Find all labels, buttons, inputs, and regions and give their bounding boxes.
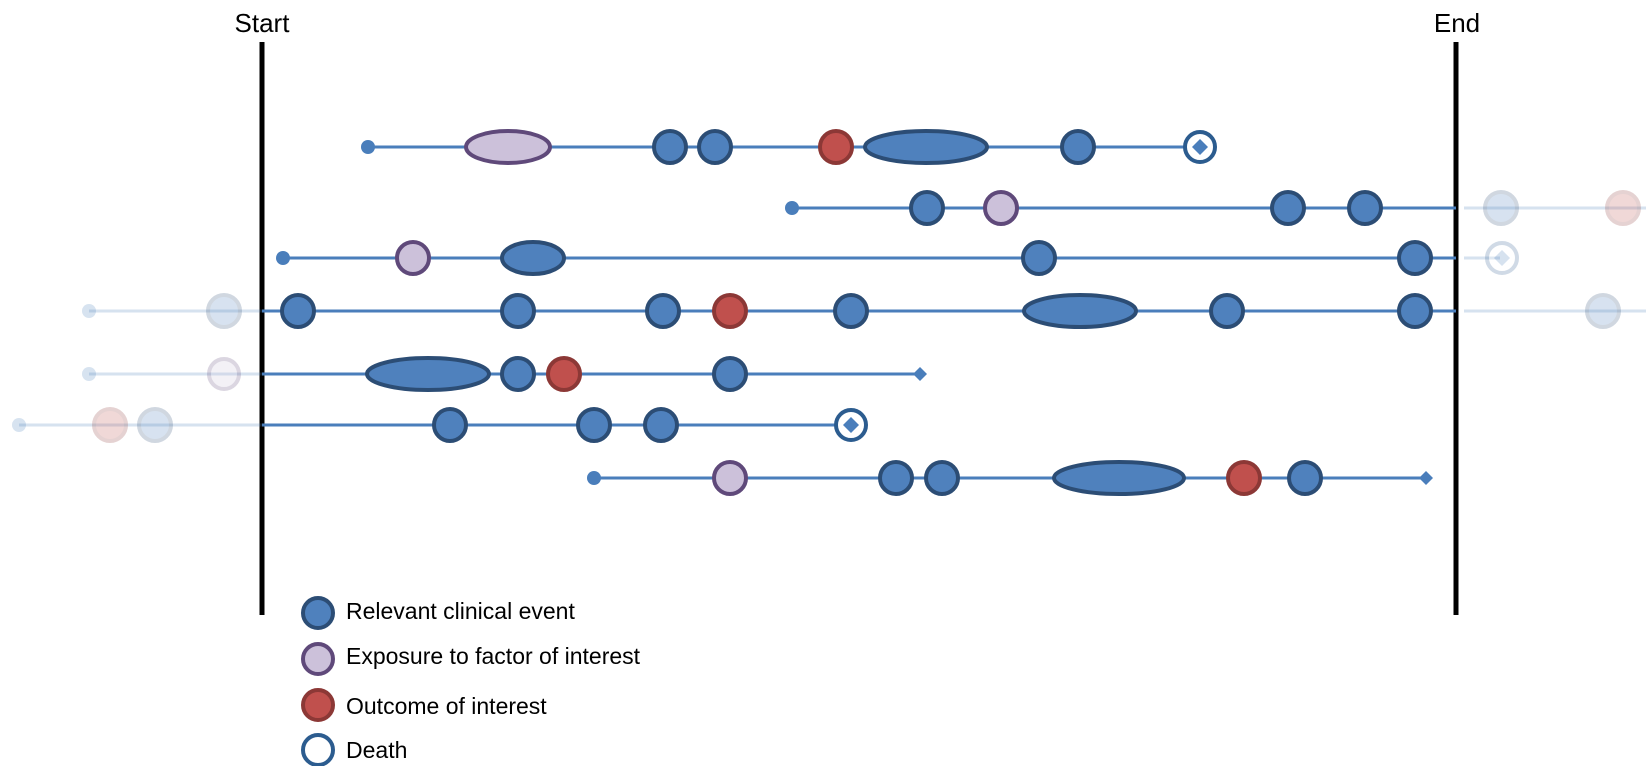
clinical-event-marker (1021, 240, 1057, 276)
patient-timeline-5 (82, 356, 927, 392)
clinical-episode-marker (1022, 293, 1138, 329)
outcome-marker (712, 293, 748, 329)
clinical-episode-marker (1052, 460, 1186, 496)
end-diamond-marker (913, 367, 927, 381)
timeline-start-dot (361, 140, 375, 154)
death-diamond (843, 417, 859, 433)
legend-item-clinical: Relevant clinical event (301, 596, 575, 630)
patient-timeline-3 (276, 240, 1519, 276)
clinical-event-marker (833, 293, 869, 329)
clinical-event-marker (1287, 460, 1323, 496)
clinical-event-marker (576, 407, 612, 443)
clinical-event-marker (878, 460, 914, 496)
death-marker (1485, 241, 1519, 275)
end-boundary: End (1434, 8, 1480, 615)
clinical-event-marker (652, 129, 688, 165)
patient-timeline-6 (12, 407, 868, 443)
legend: Relevant clinical event Exposure to fact… (301, 596, 641, 766)
clinical-event-marker (697, 129, 733, 165)
clinical-event-marker (909, 190, 945, 226)
clinical-event-marker (1585, 293, 1621, 329)
legend-label-death: Death (346, 737, 407, 763)
legend-item-exposure: Exposure to factor of interest (301, 642, 641, 676)
clinical-event-marker (712, 356, 748, 392)
clinical-episode-marker (500, 240, 566, 276)
clinical-event-icon (301, 596, 335, 630)
death-diamond (1494, 250, 1510, 266)
death-diamond (1192, 139, 1208, 155)
outcome-icon (301, 688, 335, 722)
clinical-event-marker (280, 293, 316, 329)
patient-timeline-2 (785, 190, 1646, 226)
clinical-episode-marker (863, 129, 989, 165)
death-marker (1183, 130, 1217, 164)
legend-label-exposure: Exposure to factor of interest (346, 643, 641, 669)
clinical-episode-marker (365, 356, 491, 392)
timeline-start-dot (276, 251, 290, 265)
outcome-marker (1226, 460, 1262, 496)
clinical-event-marker (924, 460, 960, 496)
clinical-event-marker (1347, 190, 1383, 226)
patient-timeline-1 (361, 129, 1217, 165)
legend-label-clinical: Relevant clinical event (346, 598, 575, 624)
legend-item-death: Death (301, 733, 407, 766)
clinical-event-marker (1483, 190, 1519, 226)
end-diamond-marker (1419, 471, 1433, 485)
death-icon (301, 733, 335, 766)
timeline-start-dot (12, 418, 26, 432)
legend-item-outcome: Outcome of interest (301, 688, 547, 722)
clinical-event-marker (1397, 293, 1433, 329)
clinical-event-marker (1397, 240, 1433, 276)
end-label: End (1434, 8, 1480, 38)
patient-timeline-7 (587, 460, 1433, 496)
exposure-episode-marker (464, 129, 552, 165)
clinical-event-marker (645, 293, 681, 329)
clinical-event-marker (500, 356, 536, 392)
clinical-event-marker (1060, 129, 1096, 165)
exposure-marker (983, 190, 1019, 226)
clinical-event-marker (500, 293, 536, 329)
timeline-start-dot (587, 471, 601, 485)
outcome-marker (818, 129, 854, 165)
timeline-start-dot (82, 367, 96, 381)
start-label: Start (235, 8, 291, 38)
exposure-marker (207, 357, 241, 391)
death-marker (834, 408, 868, 442)
exposure-icon (301, 642, 335, 676)
clinical-event-marker (643, 407, 679, 443)
clinical-event-marker (137, 407, 173, 443)
timeline-start-dot (785, 201, 799, 215)
legend-label-outcome: Outcome of interest (346, 693, 547, 719)
clinical-event-marker (206, 293, 242, 329)
timeline-start-dot (82, 304, 96, 318)
outcome-marker (546, 356, 582, 392)
start-boundary: Start (235, 8, 291, 615)
exposure-marker (395, 240, 431, 276)
patient-timeline-4 (82, 293, 1646, 329)
death-circle (1485, 241, 1519, 275)
outcome-marker (92, 407, 128, 443)
clinical-event-marker (1270, 190, 1306, 226)
exposure-marker (712, 460, 748, 496)
outcome-marker (1605, 190, 1641, 226)
clinical-event-marker (432, 407, 468, 443)
clinical-event-marker (1209, 293, 1245, 329)
patient-timelines (12, 129, 1646, 496)
